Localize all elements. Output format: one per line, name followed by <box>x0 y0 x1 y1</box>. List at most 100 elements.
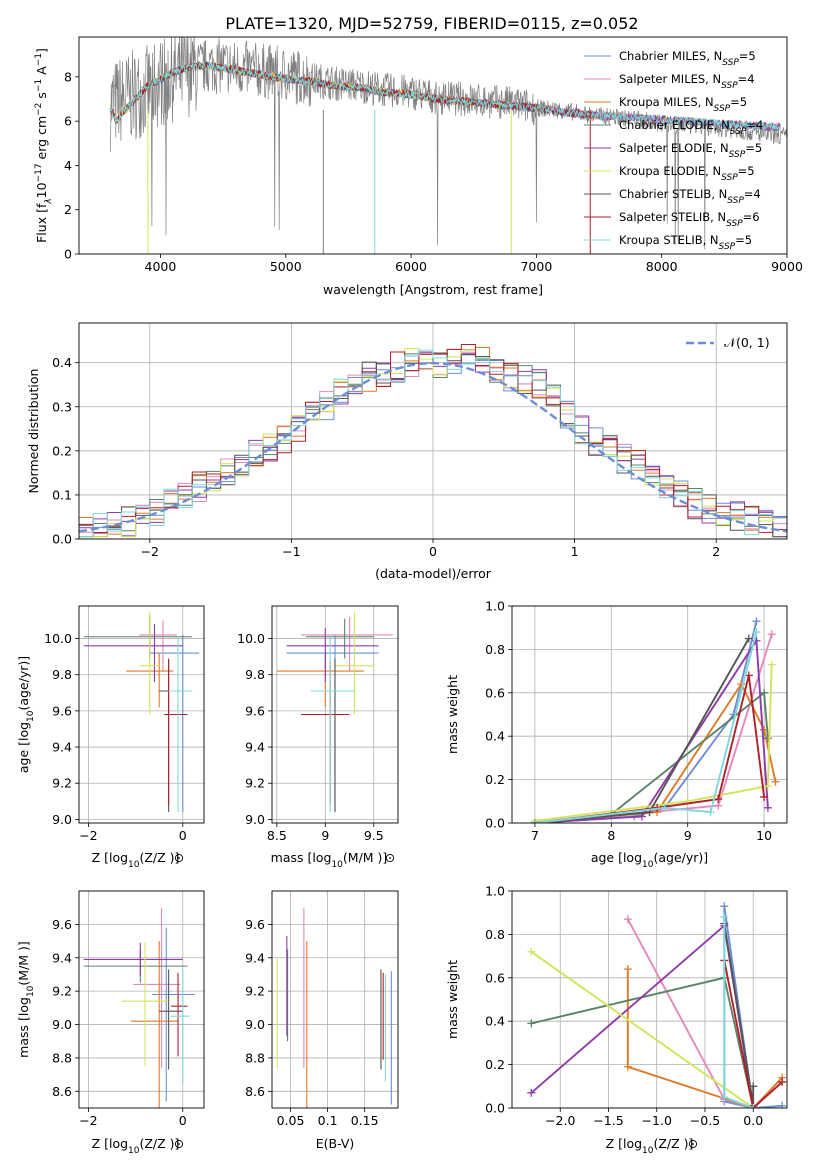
label-part: =4 <box>738 72 755 86</box>
label-part: Z [log <box>606 1136 642 1151</box>
label-part: =5 <box>730 95 747 109</box>
age-vs-mass-panel: 8.5 9 9.5 9.0 9.2 9.4 9.6 9.8 10.0 mass [log10(M/… <box>237 605 399 870</box>
label-part: Chabrier STELIB, N <box>619 187 727 201</box>
series-marker <box>623 1062 632 1071</box>
label-part: Kroupa MILES, N <box>619 95 714 109</box>
y-tick-label: 8.6 <box>52 1084 72 1099</box>
age-vs-metallicity-panel: −2 09.09.29.49.69.810.0Z [log10(Z/Z )]age… <box>16 605 205 870</box>
label-part: Z [log <box>92 1136 128 1151</box>
x-axis-label: E(B-V) <box>316 1136 355 1151</box>
label-part: −1 <box>34 79 44 92</box>
y-tick-label: 0.0 <box>485 816 505 831</box>
label-part: age [log <box>591 850 642 865</box>
gridlines <box>272 891 398 1108</box>
legend-label: Chabrier MILES, NSSP=5 <box>619 49 756 68</box>
series-marker <box>778 1101 787 1108</box>
x-tick-label: 1 <box>571 544 579 559</box>
y-tick-label: 9.6 <box>52 703 72 718</box>
label-part: SSP <box>721 81 738 91</box>
series-line <box>723 923 755 1106</box>
legend-label: Kroupa MILES, NSSP=5 <box>619 95 747 114</box>
x-tick-label: −1 <box>282 544 300 559</box>
x-tick-label: −2 <box>79 1113 97 1128</box>
series-marker <box>744 634 753 643</box>
sun-symbol <box>174 853 184 863</box>
x-tick-label: 6000 <box>395 259 427 274</box>
x-tick-label: 8000 <box>646 259 678 274</box>
label-part: SSP <box>729 150 746 160</box>
y-tick-label: 0.0 <box>52 532 72 547</box>
errorbar-plot-area <box>276 907 392 1108</box>
series-marker <box>527 1019 536 1028</box>
label-part: λ <box>44 198 54 204</box>
series-marker <box>720 1093 729 1102</box>
label-part: )] <box>16 941 31 955</box>
legend-label: Chabrier ELODIE, NSSP=4 <box>619 118 763 137</box>
label-part: 10 <box>26 710 36 722</box>
histogram-step <box>79 349 787 539</box>
series-line <box>534 631 758 823</box>
series-line <box>534 675 766 823</box>
sun-symbol <box>385 853 395 863</box>
y-tick-label: 9.2 <box>52 984 72 999</box>
y-axis-label: mass weight <box>445 960 460 1039</box>
series-line <box>530 951 754 1108</box>
y-tick-label: 9.0 <box>245 1017 265 1032</box>
legend-label: Chabrier STELIB, NSSP=4 <box>619 187 761 206</box>
label-part: =4 <box>746 118 763 132</box>
x-tick-label: 5000 <box>270 259 302 274</box>
y-tick-label: 4 <box>64 158 72 173</box>
x-tick-label: 8 <box>607 828 615 843</box>
y-tick-label: 10.0 <box>44 631 72 646</box>
y-tick-label: 1.0 <box>485 599 505 614</box>
mass-vs-ebv-panel: 0.05 0.1 0.15 8.6 8.8 9.0 9.2 9.4 9.6 E(B-V) <box>245 890 399 1151</box>
axes-frame <box>271 890 399 1109</box>
axes-frame <box>78 36 788 255</box>
x-tick-label: 0 <box>179 1113 187 1128</box>
label-part: =5 <box>735 233 752 247</box>
label-part: SSP <box>719 242 736 252</box>
x-tick-label: 0.0 <box>743 1113 763 1128</box>
x-tick-label: −0.5 <box>690 1113 720 1128</box>
label-part: SSP <box>726 219 743 229</box>
label-part: (age/yr)] <box>653 850 708 865</box>
label-part: A <box>34 66 49 79</box>
model-spectrum-line <box>109 60 781 132</box>
x-axis-label: age [log10(age/yr)] <box>591 850 708 870</box>
series-line <box>534 637 769 823</box>
series-marker <box>749 1082 758 1091</box>
sun-symbol-dot <box>692 1143 694 1145</box>
label-part: =5 <box>738 164 755 178</box>
series-line <box>723 960 783 1108</box>
x-tick-label: 9000 <box>771 259 803 274</box>
axes-frame <box>511 605 788 824</box>
y-axis-label: Normed distribution <box>26 369 41 494</box>
y-tick-label: 9.8 <box>245 667 265 682</box>
line-plot-area <box>530 617 780 823</box>
y-tick-label: 0.4 <box>485 729 505 744</box>
series-marker <box>763 782 772 791</box>
line-plot-area <box>527 902 787 1108</box>
x-axis-label: Z [log10(Z/Z )] <box>606 1136 694 1156</box>
series-marker <box>530 819 539 823</box>
label-part: 10 <box>128 860 140 870</box>
histogram-plot-area <box>79 344 787 539</box>
label-part: 10 <box>331 860 343 870</box>
x-tick-label: 0.15 <box>351 1113 379 1128</box>
y-tick-label: 9.8 <box>52 667 72 682</box>
label-part: Flux [f <box>34 203 49 243</box>
y-tick-label: 8.8 <box>52 1050 72 1065</box>
x-tick-label: 8.5 <box>267 828 287 843</box>
x-tick-label: 9 <box>684 828 692 843</box>
y-tick-label: 9.0 <box>245 812 265 827</box>
y-tick-label: 9.4 <box>52 740 72 755</box>
legend-label: Salpeter STELIB, NSSP=6 <box>619 210 760 229</box>
y-tick-label: 9.6 <box>245 917 265 932</box>
sun-symbol <box>688 1139 698 1149</box>
x-axis-label: Z [log10(Z/Z )] <box>92 1136 180 1156</box>
massweight-vs-metallicity-panel: −2.0 −1.5 −1.0 −0.5 0.0 0.0 0.2 0.4 0.6 0.8 1.0 Z [… <box>445 884 788 1156</box>
axes-frame <box>511 890 788 1109</box>
